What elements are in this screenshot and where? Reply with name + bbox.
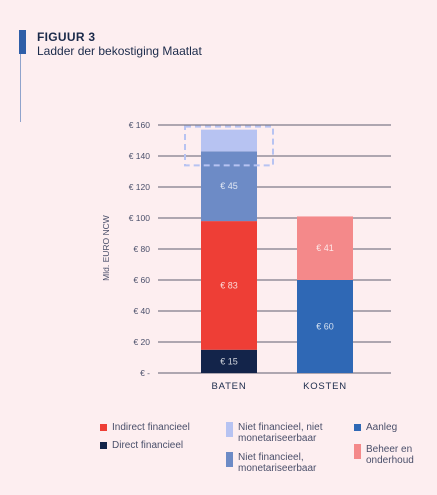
uncertainty-highlight: [184, 125, 274, 167]
x-category-label: BATEN: [212, 381, 247, 392]
y-tick-label: € 80: [133, 244, 150, 254]
legend-label: Indirect financieel: [112, 422, 190, 433]
legend-swatch: [354, 444, 361, 459]
figure-label: FIGUUR 3: [37, 30, 96, 44]
y-tick-label: € 40: [133, 306, 150, 316]
bar-segment: [201, 129, 257, 152]
y-tick-label: € 140: [129, 151, 151, 161]
y-tick-label: € -: [140, 368, 150, 378]
bar-value-label: € 60: [316, 322, 334, 332]
y-tick-label: € 60: [133, 275, 150, 285]
legend-swatch: [100, 424, 107, 431]
legend-swatch: [354, 424, 361, 431]
y-tick-label: € 120: [129, 182, 151, 192]
bar-segment: [297, 216, 353, 280]
legend-label: Niet financieel, niet monetariseerbaar: [238, 422, 323, 444]
legend-swatch: [226, 422, 233, 437]
legend-label: Beheer en onderhoud: [366, 444, 414, 466]
legend-label: Direct financieel: [112, 440, 184, 451]
accent-bar: [19, 30, 26, 54]
bar-segment: [201, 349, 257, 373]
bar-value-label: € 15: [220, 356, 238, 366]
y-tick-label: € 20: [133, 337, 150, 347]
figure-title: Ladder der bekostiging Maatlat: [37, 44, 202, 58]
bar-segment: [297, 280, 353, 373]
legend-label: Aanleg: [366, 422, 398, 433]
accent-line: [20, 54, 21, 122]
y-axis-label: Mld. EURO NCW: [101, 215, 111, 281]
y-tick-label: € 160: [129, 120, 151, 130]
y-tick-label: € 100: [129, 213, 151, 223]
bar-value-label: € 45: [220, 181, 238, 191]
bar-segment: [201, 151, 257, 222]
bar-value-label: € 41: [316, 243, 334, 253]
x-category-label: KOSTEN: [303, 381, 347, 392]
bar-segment: [201, 221, 257, 350]
bar-value-label: € 83: [220, 280, 238, 290]
legend-label: Niet financieel, monetariseerbaar: [238, 452, 317, 474]
legend-swatch: [100, 442, 107, 449]
legend-swatch: [226, 452, 233, 467]
